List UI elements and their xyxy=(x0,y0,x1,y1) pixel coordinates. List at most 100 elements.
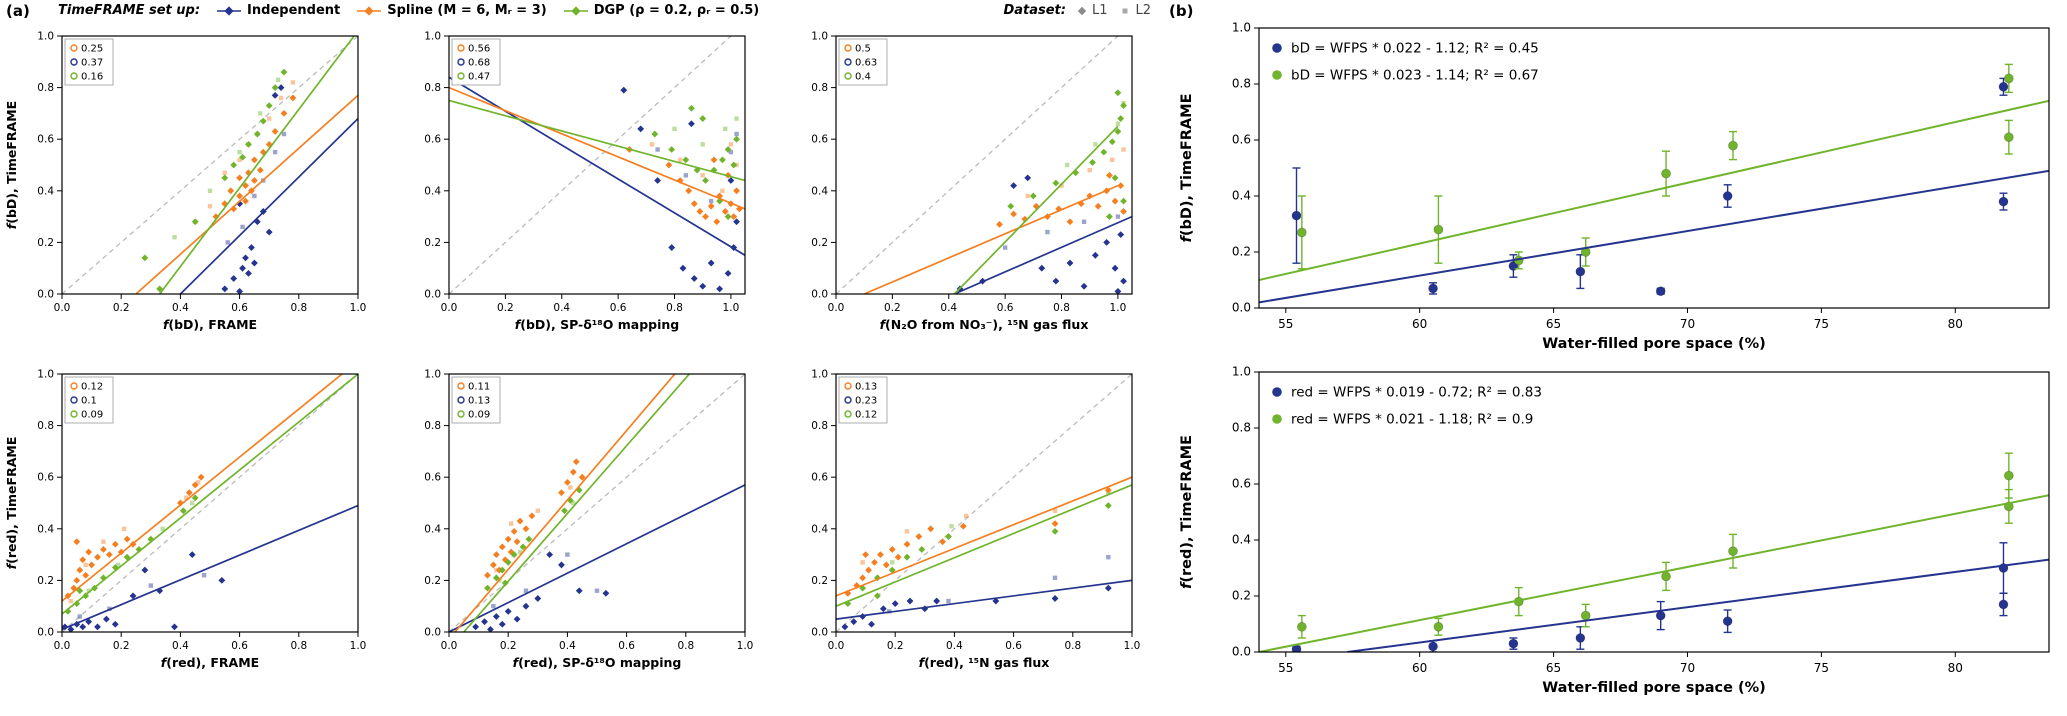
y-tick-label: 0.2 xyxy=(424,237,441,249)
plot-frame xyxy=(835,373,1133,633)
y-tick-label: 0.0 xyxy=(37,627,54,639)
y-tick-label: 0.0 xyxy=(424,627,441,639)
y-tick-label: 0.8 xyxy=(1232,77,1251,91)
plot-frame xyxy=(835,35,1133,295)
fit-legend-label: bD = WFPS * 0.022 - 1.12; R² = 0.45 xyxy=(1291,41,1539,57)
y-tick-label: 0.0 xyxy=(811,289,828,301)
inner-legend-value: 0.16 xyxy=(81,72,103,83)
y-tick-label: 0.2 xyxy=(811,237,828,249)
x-tick-label: 1.0 xyxy=(1110,302,1127,314)
x-tick-label: 0.6 xyxy=(231,302,248,314)
x-tick-label: 0.8 xyxy=(1053,302,1070,314)
x-tick-label: 65 xyxy=(1546,317,1561,331)
x-tick-label: 0.4 xyxy=(172,302,189,314)
y-tick-label: 1.0 xyxy=(424,31,441,43)
x-tick-label: 0.0 xyxy=(441,302,458,314)
y-tick-label: 0.8 xyxy=(424,82,441,94)
data-points xyxy=(620,86,743,293)
regression-lines xyxy=(62,374,358,631)
x-tick-label: 70 xyxy=(1680,317,1695,331)
y-tick-label: 1.0 xyxy=(811,369,828,381)
y-tick-label: 0.2 xyxy=(37,575,54,587)
x-axis-label: Water-filled pore space (%) xyxy=(1542,336,1766,352)
dataset-legend: Dataset: L1 L2 xyxy=(1003,3,1151,18)
x-tick-label: 0.6 xyxy=(997,302,1014,314)
x-tick-label: 0.4 xyxy=(559,640,576,652)
points-spline-L1 xyxy=(212,94,297,220)
regression-line-dgp xyxy=(463,374,691,632)
panel-b: (b) 55 60 65 70 75 80 0.0 0.2 0.4 0.6 0.8 1.0 bD = W… xyxy=(1163,0,2067,716)
chart-a6: 0.0 0.2 0.4 0.6 0.8 1.0 0.0 0.2 0.4 0.6 0.8 1.0 0.13… xyxy=(811,369,1140,671)
axes: 55 60 65 70 75 80 0.0 0.2 0.4 0.6 0.8 1.0 xyxy=(1232,365,1963,676)
chart-a4: 0.0 0.2 0.4 0.6 0.8 1.0 0.0 0.2 0.4 0.6 0.8 1.0 0.12… xyxy=(4,369,366,671)
inner-legend: 0.56 0.68 0.47 xyxy=(451,38,501,86)
y-tick-label: 0.6 xyxy=(1232,477,1251,491)
y-tick-label: 0.0 xyxy=(1232,301,1251,315)
y-tick-label: 0.4 xyxy=(1232,189,1251,203)
fit-legend: bD = WFPS * 0.022 - 1.12; R² = 0.45 bD = … xyxy=(1272,41,1539,84)
regression-line-spline xyxy=(454,374,676,632)
regression-line-dgp xyxy=(62,374,358,615)
identity-line xyxy=(449,36,732,294)
chart-b2: 55 60 65 70 75 80 0.0 0.2 0.4 0.6 0.8 1.0 red = WFPS… xyxy=(1179,365,2050,696)
chart-a1: 0.0 0.2 0.4 0.6 0.8 1.0 0.0 0.2 0.4 0.6 0.8 1.0 0.25… xyxy=(4,31,367,333)
points-independent-L1 xyxy=(1291,542,2009,652)
dataset-entry-L1: L1 xyxy=(1076,3,1108,18)
y-tick-label: 0.4 xyxy=(1232,533,1251,547)
points-independent-L2 xyxy=(1002,214,1121,250)
points-independent-L2 xyxy=(655,131,739,204)
plot-frame xyxy=(448,373,746,633)
regression-column: 55 60 65 70 75 80 0.0 0.2 0.4 0.6 0.8 1.0 bD = WFPS … xyxy=(1167,14,2063,702)
y-tick-label: 0.6 xyxy=(1232,133,1251,147)
y-tick-label: 0.0 xyxy=(811,627,828,639)
regression-line-dgp xyxy=(1259,494,2049,652)
y-tick-label: 1.0 xyxy=(37,369,54,381)
y-tick-label: 0.2 xyxy=(811,575,828,587)
plot-frame xyxy=(1258,27,2050,309)
inner-legend-value: 0.4 xyxy=(855,72,871,83)
inner-legend: 0.13 0.23 0.12 xyxy=(838,376,888,424)
legend-entry-spline: Spline (M = 6, Mᵣ = 3) xyxy=(356,3,547,18)
x-axis-label: Water-filled pore space (%) xyxy=(1542,680,1766,696)
spline-marker-icon xyxy=(357,5,382,16)
regression-line-spline xyxy=(135,94,358,294)
y-tick-label: 0.2 xyxy=(1232,245,1251,259)
points-dgp-L1 xyxy=(651,104,740,220)
y-tick-label: 1.0 xyxy=(811,31,828,43)
x-tick-label: 1.0 xyxy=(723,302,740,314)
data-points xyxy=(1291,452,2014,652)
x-tick-label: 80 xyxy=(1948,661,1963,675)
points-dgp-L1 xyxy=(1296,63,2014,270)
legend-entry-label: DGP (ρ = 0.2, ρᵣ = 0.5) xyxy=(593,3,760,18)
regression-line-dgp xyxy=(836,484,1132,607)
inner-legend-value: 0.23 xyxy=(855,396,877,407)
y-tick-label: 0.6 xyxy=(37,134,54,146)
y-tick-label: 0.6 xyxy=(811,134,828,146)
points-spline-L2 xyxy=(1025,147,1126,199)
inner-legend-value: 0.12 xyxy=(81,382,103,393)
regression-line-dgp xyxy=(953,125,1119,294)
y-tick-label: 0.4 xyxy=(811,185,828,197)
x-axis-label: f(bD), FRAME xyxy=(163,317,257,332)
y-tick-label: 0.0 xyxy=(37,289,54,301)
points-independent-L1 xyxy=(1291,77,2009,297)
plot-frame xyxy=(448,35,746,295)
identity-line xyxy=(836,374,1132,632)
points-dgp-L1 xyxy=(844,502,1112,608)
y-tick-label: 0.8 xyxy=(424,420,441,432)
inner-legend-value: 0.56 xyxy=(468,44,490,55)
points-dgp-L1 xyxy=(1007,89,1127,220)
points-independent-L1 xyxy=(221,84,285,294)
regression-lines xyxy=(1259,99,2049,304)
inner-legend-value: 0.5 xyxy=(855,44,871,55)
axes: 0.0 0.2 0.4 0.6 0.8 1.0 0.0 0.2 0.4 0.6 0.8 1.0 xyxy=(424,369,753,653)
x-tick-label: 1.0 xyxy=(350,302,367,314)
regression-lines xyxy=(863,125,1132,294)
y-tick-label: 0.2 xyxy=(1232,589,1251,603)
points-independent-L1 xyxy=(841,584,1112,631)
chart-b1: 55 60 65 70 75 80 0.0 0.2 0.4 0.6 0.8 1.0 bD = WFPS … xyxy=(1179,21,2050,352)
y-axis-label: f(red), TimeFRAME xyxy=(1179,435,1195,589)
identity-line xyxy=(62,374,358,632)
dataset-entry-label: L1 xyxy=(1091,3,1108,18)
